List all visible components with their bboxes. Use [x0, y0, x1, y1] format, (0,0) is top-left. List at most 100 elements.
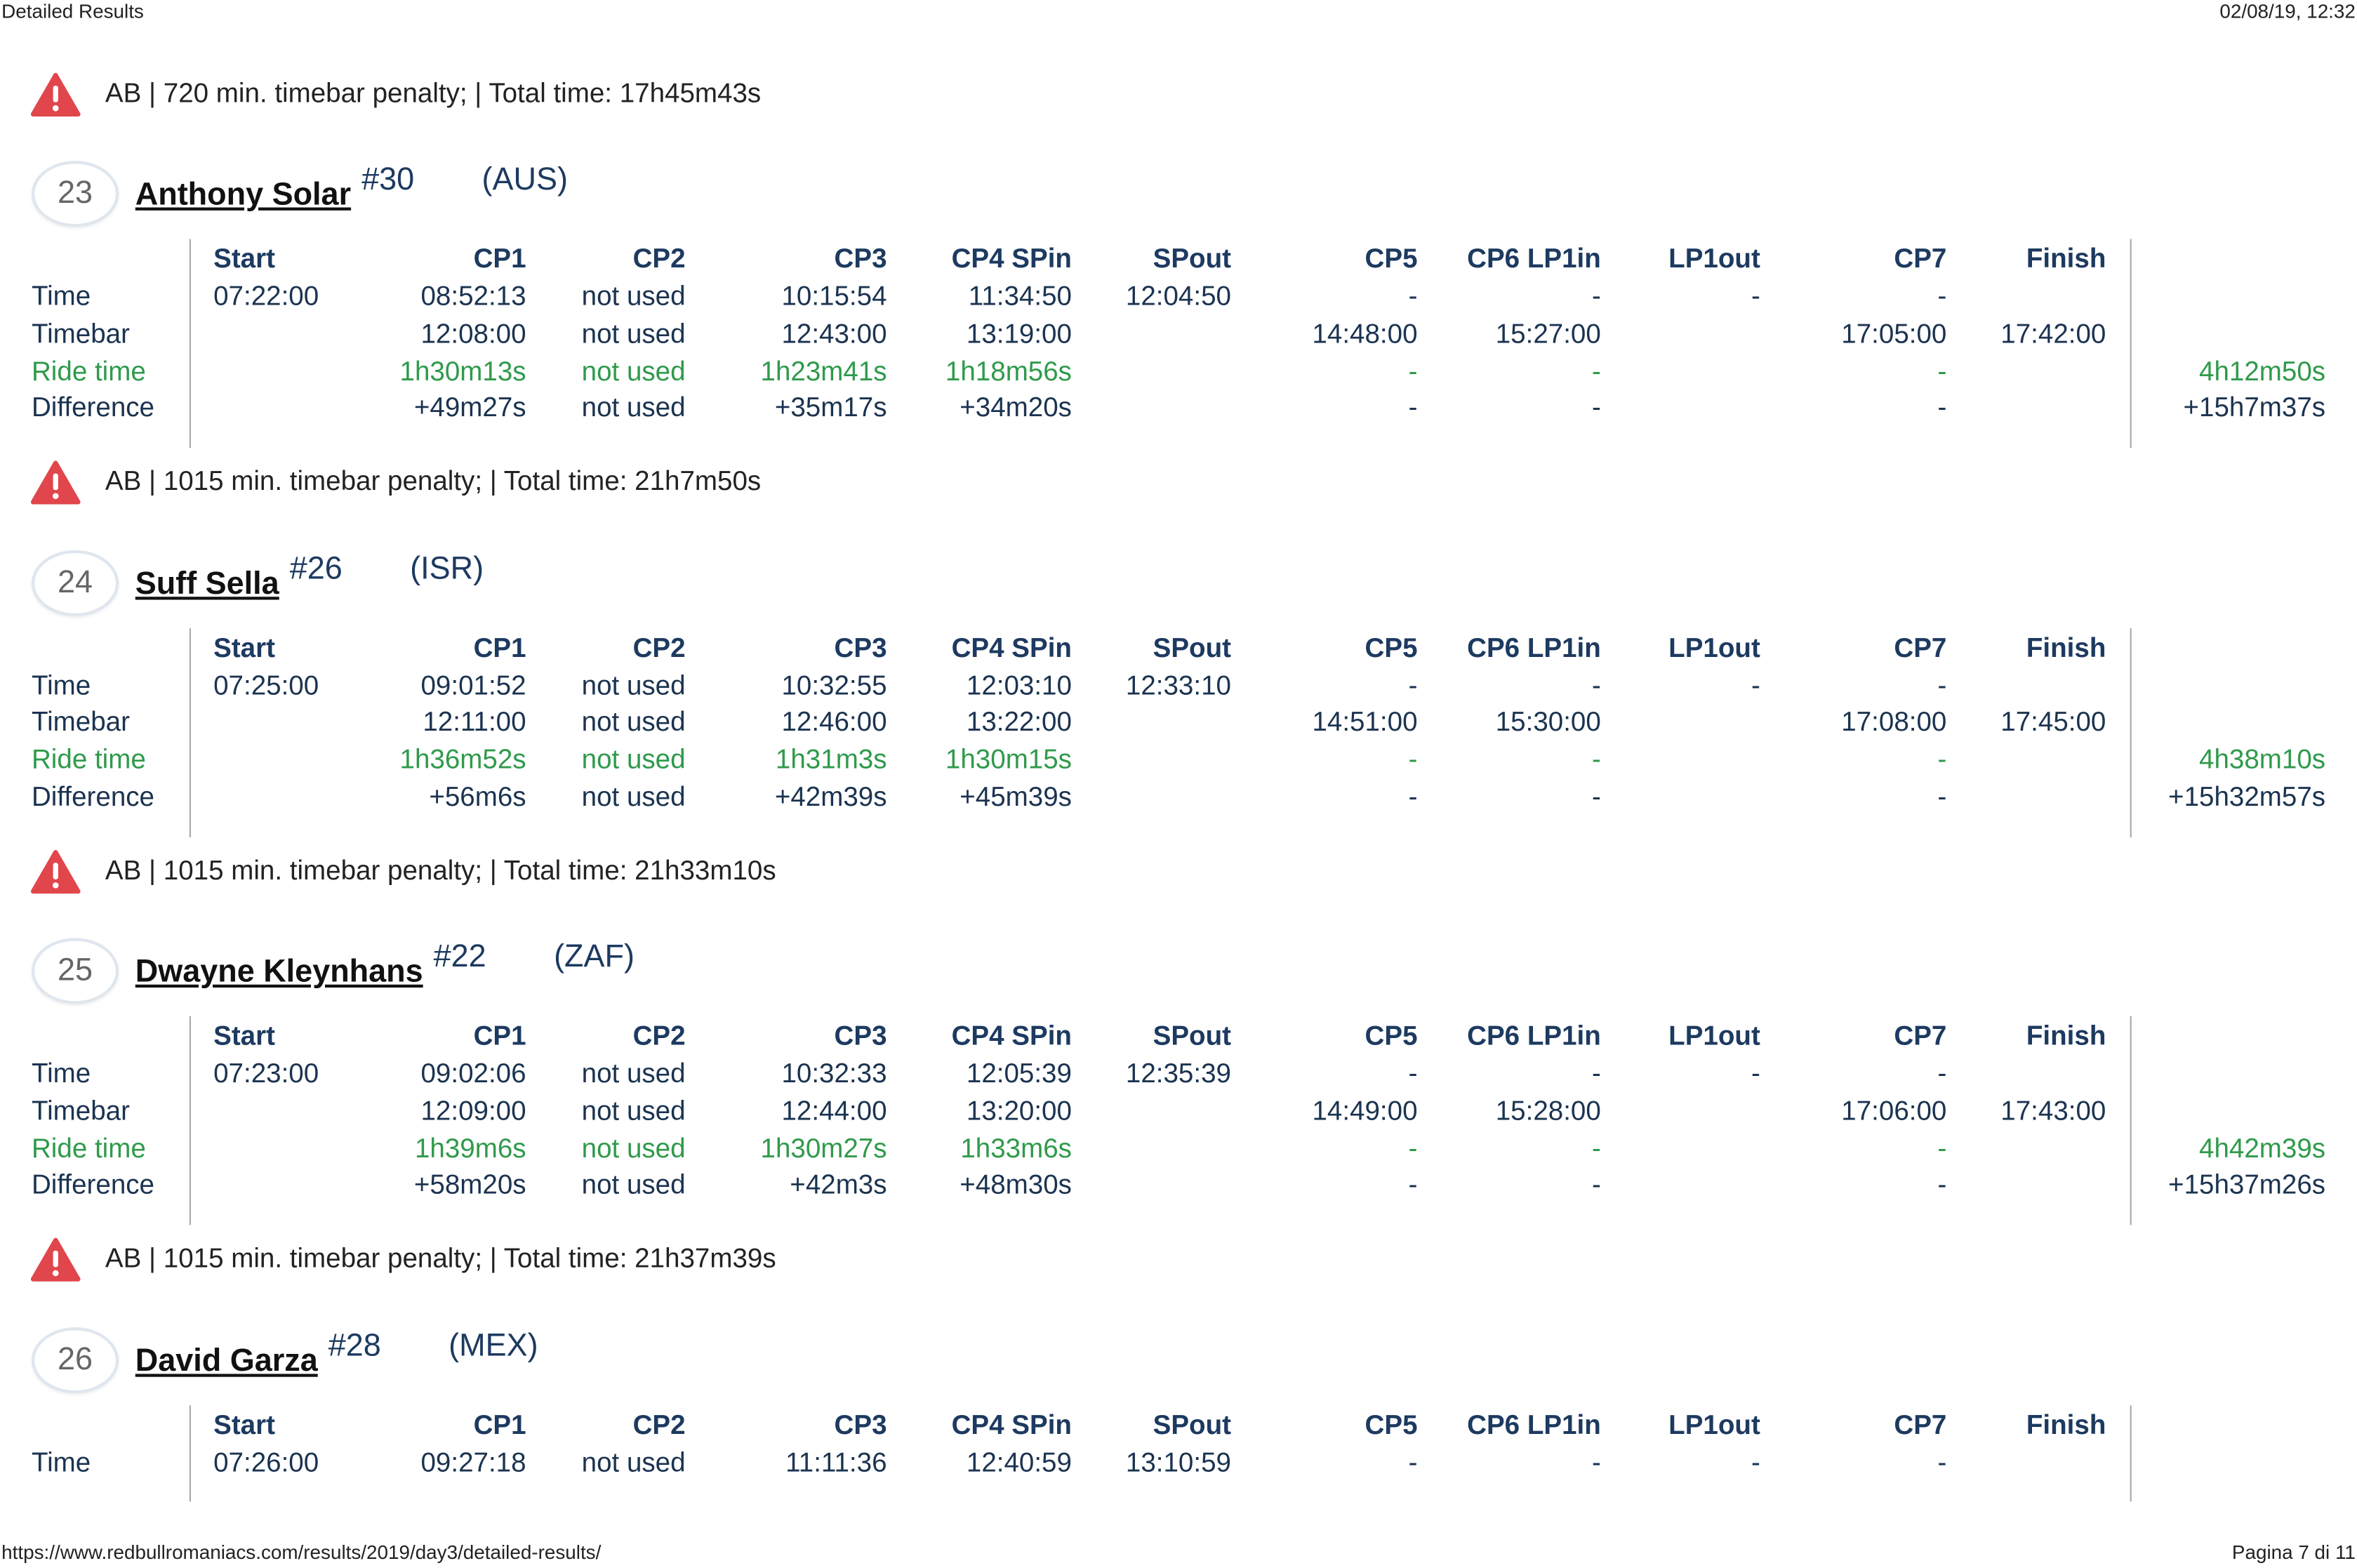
cell: 17:45:00: [2000, 707, 2106, 738]
cell: -: [1937, 1058, 1947, 1089]
cell: 12:46:00: [781, 707, 887, 738]
row-label: Timebar: [31, 318, 130, 349]
cell: 12:35:39: [1125, 1058, 1231, 1089]
cell: 15:30:00: [1495, 707, 1601, 738]
penalty-note: AB | 720 min. timebar penalty; | Total t…: [105, 78, 762, 109]
divider: [2130, 239, 2132, 449]
column-header: CP4 SPin: [951, 632, 1072, 663]
cell: 15:28:00: [1495, 1095, 1601, 1126]
cell: +58m20s: [413, 1170, 526, 1200]
row-label: Time: [31, 1058, 91, 1089]
rider-country: (AUS): [482, 162, 568, 197]
column-header: Start: [213, 1409, 275, 1440]
cell: 1h33m6s: [960, 1132, 1072, 1163]
rider-country: (ISR): [410, 550, 484, 586]
cell: -: [1937, 744, 1947, 775]
row-label: Time: [31, 281, 91, 312]
column-header: Start: [213, 632, 275, 663]
cell: not used: [581, 281, 686, 312]
cell: not used: [581, 1058, 686, 1089]
cell: -: [1408, 281, 1418, 312]
column-header: CP2: [632, 1021, 686, 1051]
row-label: Difference: [31, 392, 154, 423]
cell: 12:05:39: [966, 1058, 1072, 1089]
cell: 17:43:00: [2000, 1095, 2106, 1126]
cell: 1h39m6s: [414, 1132, 526, 1163]
divider: [189, 1016, 191, 1225]
cell: 10:32:55: [781, 670, 887, 700]
column-header: CP3: [834, 1409, 887, 1440]
rank-badge: 26: [31, 1326, 119, 1393]
cell: +35m17s: [774, 392, 887, 423]
cell: 1h36m52s: [399, 744, 526, 775]
column-header: CP6 LP1in: [1467, 632, 1601, 663]
rider-number: #30: [361, 162, 415, 197]
row-label: Timebar: [31, 1095, 130, 1126]
column-header: LP1out: [1668, 1409, 1760, 1440]
cell: 17:08:00: [1841, 707, 1947, 738]
cell: not used: [581, 781, 686, 812]
column-header: CP3: [834, 1021, 887, 1051]
cell: 07:22:00: [213, 281, 319, 312]
column-header: CP2: [632, 1409, 686, 1440]
cell: -: [1408, 392, 1418, 423]
column-header: CP3: [834, 243, 887, 274]
column-header: CP7: [1894, 1021, 1947, 1051]
cell: 1h30m13s: [399, 355, 526, 386]
cell: 13:19:00: [966, 318, 1072, 349]
cell: -: [1591, 392, 1601, 423]
cell: +42m39s: [774, 781, 887, 812]
cell: +49m27s: [413, 392, 526, 423]
cell: 13:20:00: [966, 1095, 1072, 1126]
cell: 12:04:50: [1125, 281, 1231, 312]
column-header: CP1: [473, 1409, 526, 1440]
cell: 12:03:10: [966, 670, 1072, 700]
cell: -: [1751, 670, 1760, 700]
column-header: CP1: [473, 243, 526, 274]
column-header: CP7: [1894, 632, 1947, 663]
warning-icon: [30, 460, 81, 505]
cell: +42m3s: [790, 1170, 887, 1200]
cell: 12:11:00: [423, 707, 526, 738]
cell: 12:09:00: [420, 1095, 526, 1126]
cell: 13:22:00: [966, 707, 1072, 738]
cell: 12:40:59: [966, 1447, 1072, 1477]
row-label: Difference: [31, 781, 154, 812]
divider: [2130, 627, 2132, 837]
cell: +15h37m26s: [2168, 1170, 2326, 1200]
column-header: SPout: [1153, 632, 1231, 663]
cell: 1h23m41s: [760, 355, 887, 386]
row-label: Difference: [31, 1170, 154, 1200]
cell: -: [1937, 781, 1947, 812]
penalty-note: AB | 1015 min. timebar penalty; | Total …: [105, 465, 762, 496]
column-header: CP3: [834, 632, 887, 663]
rider-line: Anthony Solar #30 (AUS): [135, 164, 568, 210]
column-header: SPout: [1153, 243, 1231, 274]
column-header: Finish: [2026, 1409, 2106, 1440]
column-header: Finish: [2026, 632, 2106, 663]
cell: -: [1408, 1170, 1418, 1200]
cell: -: [1591, 355, 1601, 386]
cell: 14:48:00: [1312, 318, 1418, 349]
rider-number: #26: [289, 550, 343, 586]
column-header: CP6 LP1in: [1467, 1409, 1601, 1440]
cell: 07:25:00: [213, 670, 319, 700]
column-header: CP5: [1365, 243, 1418, 274]
cell: 14:51:00: [1312, 707, 1418, 738]
cell: 4h12m50s: [2199, 355, 2326, 386]
rider-country: (ZAF): [554, 939, 635, 974]
column-header: CP1: [473, 632, 526, 663]
cell: 10:32:33: [781, 1058, 887, 1089]
column-header: LP1out: [1668, 632, 1760, 663]
cell: -: [1751, 1447, 1760, 1477]
rank-badge: 24: [31, 549, 119, 616]
cell: 08:52:13: [420, 281, 526, 312]
cell: +15h32m57s: [2168, 781, 2326, 812]
divider: [189, 1404, 191, 1503]
cell: 17:05:00: [1841, 318, 1947, 349]
cell: -: [1937, 355, 1947, 386]
cell: 17:42:00: [2000, 318, 2106, 349]
cell: -: [1937, 1170, 1947, 1200]
column-header: CP6 LP1in: [1467, 243, 1601, 274]
cell: 09:01:52: [420, 670, 526, 700]
